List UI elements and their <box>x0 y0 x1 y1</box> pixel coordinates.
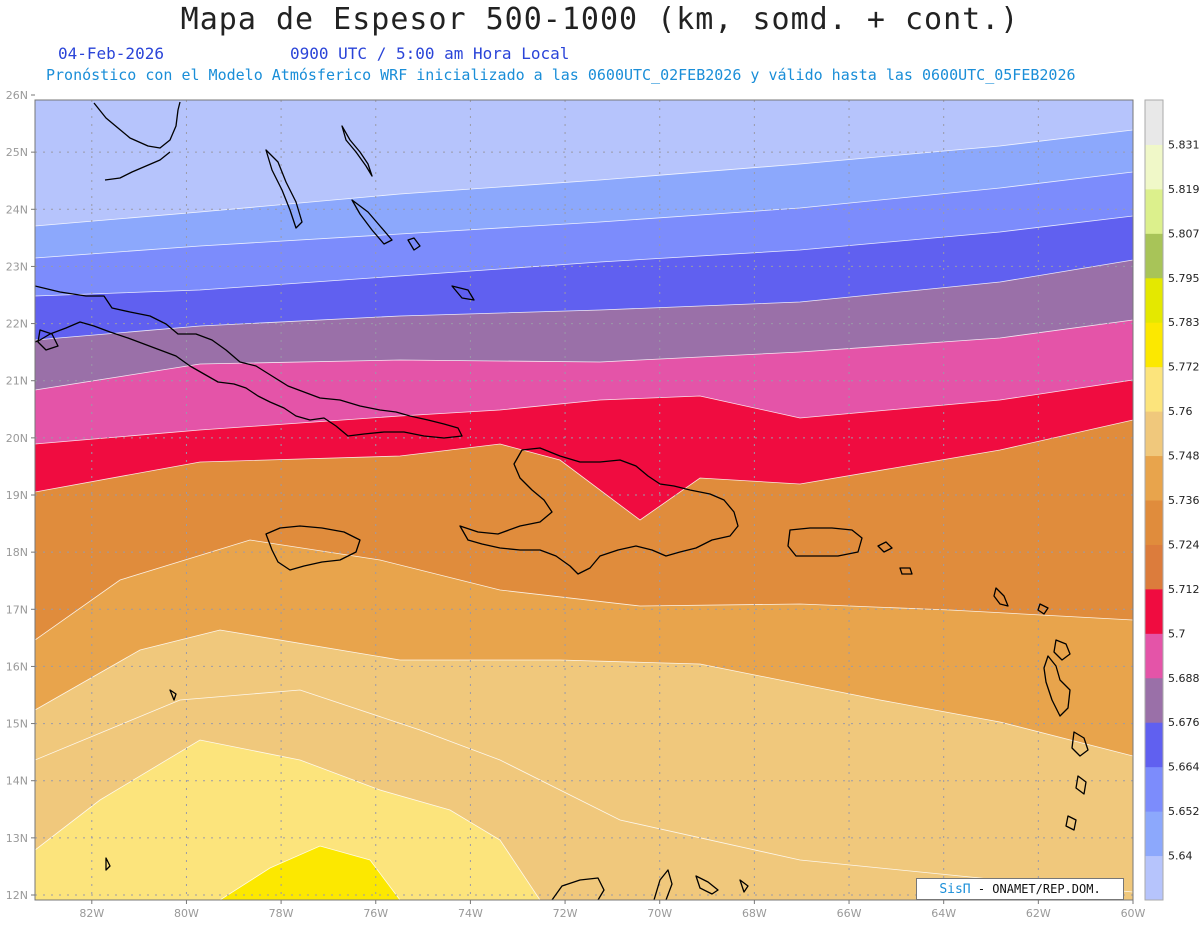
colorbar-swatch <box>1145 366 1163 412</box>
colorbar-label: 5.736 <box>1168 494 1200 507</box>
colorbar-label: 5.76 <box>1168 405 1193 418</box>
lon-tick-label: 62W <box>1026 907 1051 920</box>
lat-tick-label: 21N <box>6 375 28 388</box>
colorbar-swatch <box>1145 100 1163 145</box>
credit-text: - ONAMET/REP.DOM. <box>977 882 1101 896</box>
lat-tick-label: 12N <box>6 889 28 902</box>
colorbar-label: 5.64 <box>1168 850 1193 863</box>
colorbar-label: 5.783 <box>1168 316 1200 329</box>
lon-tick-label: 80W <box>174 907 199 920</box>
colorbar-swatch <box>1145 500 1163 545</box>
contour-line <box>219 845 401 900</box>
credit-box: SisΠ - ONAMET/REP.DOM. <box>916 878 1124 900</box>
map-frame <box>34 99 1134 901</box>
colorbar-swatch <box>1145 633 1163 679</box>
lat-tick-label: 22N <box>6 318 28 331</box>
lon-tick-label: 76W <box>363 907 388 920</box>
colorbar-label: 5.676 <box>1168 716 1200 729</box>
thickness-bands <box>35 100 1133 900</box>
map-title: Mapa de Espesor 500-1000 (km, somd. + co… <box>180 2 1020 37</box>
colorbar-label: 5.795 <box>1168 272 1200 285</box>
forecast-description: Pronóstico con el Modelo Atmósferico WRF… <box>46 66 1076 84</box>
colorbar-label: 5.664 <box>1168 761 1200 774</box>
colorbar-swatch <box>1145 544 1163 590</box>
contour-line <box>35 629 1133 757</box>
colorbar-label: 5.688 <box>1168 672 1200 685</box>
colorbar-swatch <box>1145 722 1163 768</box>
contour-line <box>35 215 1133 297</box>
colorbar-swatch <box>1145 277 1163 323</box>
colorbar-label: 5.772 <box>1168 361 1200 374</box>
lat-tick-label: 17N <box>6 603 28 616</box>
contour-line <box>35 739 541 900</box>
contour-line <box>35 171 1133 259</box>
lat-tick-label: 25N <box>6 146 28 159</box>
axes-frame: 26N 25N 24N 23N 22N 21N 20N 19N 18N 17N 16N 15N 14N 1… <box>6 89 1146 920</box>
lat-tick-label: 16N <box>6 660 28 673</box>
colorbar-swatch <box>1145 144 1163 190</box>
sispi-logo: SisΠ <box>939 882 971 897</box>
lon-tick-label: 68W <box>742 907 767 920</box>
colorbar-swatch <box>1145 233 1163 279</box>
lon-tick-label: 66W <box>837 907 862 920</box>
lat-tick-label: 26N <box>6 89 28 102</box>
contour-line <box>35 379 1133 445</box>
colorbar-label: 5.7 <box>1168 627 1186 640</box>
lat-lon-grid <box>35 100 1133 900</box>
lat-tick-label: 15N <box>6 718 28 731</box>
lon-tick-label: 78W <box>269 907 294 920</box>
lon-tick-label: 60W <box>1121 907 1146 920</box>
forecast-time: 0900 UTC / 5:00 am Hora Local <box>290 44 570 63</box>
lon-tick-label: 74W <box>458 907 483 920</box>
lat-tick-label: 24N <box>6 203 28 216</box>
colorbar-label: 5.748 <box>1168 450 1200 463</box>
lon-tick-label: 72W <box>553 907 578 920</box>
colorbar-swatch <box>1145 188 1163 234</box>
lat-tick-label: 14N <box>6 775 28 788</box>
lon-tick-label: 70W <box>647 907 672 920</box>
contour-line <box>35 689 1133 893</box>
lon-tick-label: 64W <box>931 907 956 920</box>
forecast-date: 04-Feb-2026 <box>58 44 164 63</box>
colorbar: 5.831 5.819 5.807 5.795 5.783 5.772 5.76 5.748 5… <box>1144 99 1200 901</box>
colorbar-frame <box>1144 99 1164 901</box>
band-fill <box>35 740 540 900</box>
lat-tick-label: 20N <box>6 432 28 445</box>
colorbar-label: 5.819 <box>1168 183 1200 196</box>
contour-line <box>35 319 1133 391</box>
colorbar-swatch <box>1145 766 1163 812</box>
colorbar-label: 5.712 <box>1168 583 1200 596</box>
colorbar-label: 5.724 <box>1168 538 1200 551</box>
contour-line <box>35 419 1133 521</box>
colorbar-swatch <box>1145 677 1163 723</box>
lat-tick-label: 13N <box>6 832 28 845</box>
coastlines <box>35 101 1089 900</box>
colorbar-swatch <box>1145 322 1163 368</box>
colorbar-swatch <box>1145 811 1163 857</box>
contour-line <box>35 539 1133 641</box>
colorbar-label: 5.652 <box>1168 805 1200 818</box>
colorbar-label: 5.831 <box>1168 138 1200 151</box>
colorbar-swatch <box>1145 588 1163 634</box>
contour-line <box>35 259 1133 341</box>
lat-tick-label: 23N <box>6 260 28 273</box>
colorbar-swatch <box>1145 411 1163 457</box>
colorbar-swatch <box>1145 455 1163 501</box>
lon-tick-label: 82W <box>79 907 104 920</box>
band-fill <box>220 846 400 900</box>
colorbar-swatch <box>1145 855 1163 901</box>
colorbar-label: 5.807 <box>1168 227 1200 240</box>
lat-tick-label: 18N <box>6 546 28 559</box>
lat-tick-label: 19N <box>6 489 28 502</box>
contour-line <box>35 129 1133 227</box>
